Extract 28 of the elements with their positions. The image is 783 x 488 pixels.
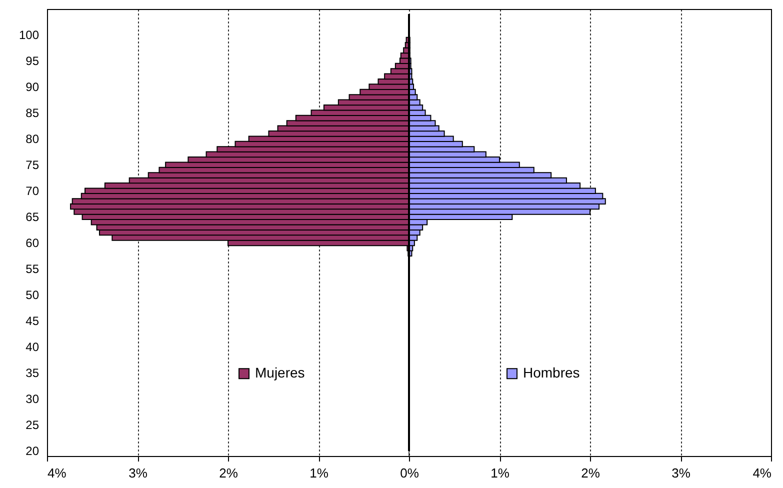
y-tick-label: 65 — [26, 210, 40, 224]
y-tick-label: 85 — [26, 106, 40, 120]
y-tick-label: 30 — [26, 392, 40, 406]
y-tick-label: 100 — [18, 28, 40, 42]
x-tick-label: 2% — [219, 466, 238, 480]
y-tick-label: 90 — [26, 80, 40, 94]
y-tick-label: 60 — [26, 236, 40, 250]
y-tick-label: 80 — [26, 132, 40, 146]
y-tick-label: 35 — [26, 366, 40, 380]
y-tick-label: 95 — [26, 54, 40, 68]
x-tick-label: 1% — [490, 466, 510, 480]
y-tick-label: 40 — [26, 340, 40, 354]
x-tick-label: 4% — [752, 466, 772, 480]
y-tick-label: 70 — [26, 184, 40, 198]
y-tick-label: 55 — [26, 262, 40, 276]
legend-label: Hombres — [523, 364, 580, 381]
y-tick-label: 25 — [26, 418, 40, 432]
y-tick-label: 45 — [26, 314, 40, 328]
y-tick-label: 20 — [26, 444, 40, 458]
y-tick-label: 75 — [26, 158, 40, 172]
y-tick-label: 50 — [26, 288, 40, 302]
x-tick-label: 4% — [48, 466, 67, 480]
x-tick-label: 3% — [672, 466, 691, 480]
legend-label: Mujeres — [255, 364, 305, 381]
x-tick-label: 0% — [400, 466, 420, 480]
x-tick-label: 1% — [310, 466, 329, 480]
x-tick-label: 3% — [128, 466, 148, 480]
x-tick-label: 2% — [581, 466, 600, 480]
